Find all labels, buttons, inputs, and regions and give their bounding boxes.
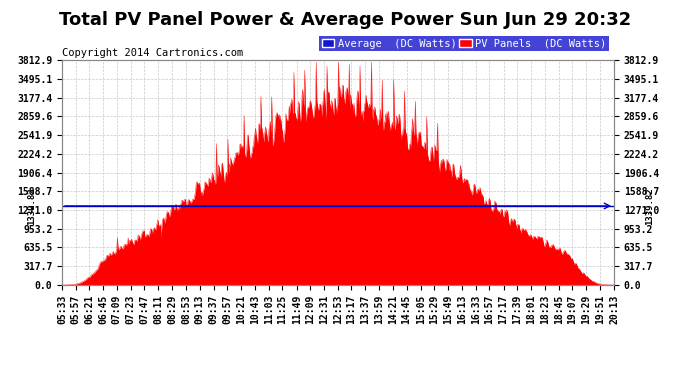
Text: Total PV Panel Power & Average Power Sun Jun 29 20:32: Total PV Panel Power & Average Power Sun… [59,11,631,29]
Text: Copyright 2014 Cartronics.com: Copyright 2014 Cartronics.com [62,48,244,58]
Text: 1339.82: 1339.82 [645,187,655,225]
Text: 1339.82: 1339.82 [27,187,37,225]
Legend: Average  (DC Watts), PV Panels  (DC Watts): Average (DC Watts), PV Panels (DC Watts) [319,36,609,51]
